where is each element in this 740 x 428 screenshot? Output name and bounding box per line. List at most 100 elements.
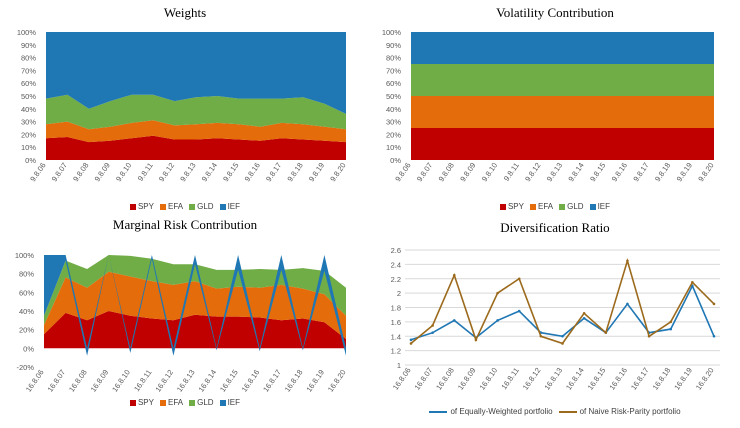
legend-label: SPY	[507, 202, 524, 211]
marginal-risk-chart: -20%0%20%40%60%80%100%16.8.06 16.8.07 16.8…	[15, 251, 348, 394]
weights-x-tick-label: 9.8.14	[200, 161, 219, 183]
legend-swatch	[529, 203, 536, 210]
diversification-ratio-y-tick-label: 1.2	[391, 347, 401, 356]
weights-x-tick-label: 9.8.20	[328, 161, 347, 183]
volatility-contribution-area-spy	[411, 128, 714, 160]
weights-x-tick-label: 9.8.09	[93, 161, 112, 183]
volatility-contribution-x-tick-label: 9.8.07	[415, 161, 434, 183]
volatility-contribution-x-tick-label: 9.8.09	[458, 161, 477, 183]
weights-x-tick-label: 9.8.17	[264, 161, 283, 183]
diversification-ratio-y-tick-label: 2.2	[391, 275, 401, 284]
legend-item-efa: EFA	[159, 398, 183, 407]
diversification-ratio-point	[431, 331, 434, 334]
diversification-ratio-point	[604, 331, 608, 334]
diversification-ratio-line-1	[410, 257, 715, 345]
diversification-ratio-point	[582, 316, 586, 320]
volatility-legend: SPY EFA GLD IEF	[370, 202, 740, 211]
weights-y-tick-label: 80%	[21, 54, 36, 63]
diversification-ratio-point	[626, 259, 629, 263]
legend-swatch	[429, 410, 448, 413]
diversification-ratio-point	[496, 291, 499, 295]
diversification-ratio-x-tick-label: 16.8.16	[607, 366, 629, 392]
volatility-contribution-y-tick-label: 90%	[386, 41, 401, 50]
legend-item-ief: IEF	[219, 398, 240, 407]
diversification-ratio-point	[409, 342, 413, 345]
marginal-risk-contribution-x-tick-label: 16.8.14	[196, 368, 218, 394]
legend-item-gld: GLD	[189, 202, 214, 211]
diversification-ratio-x-tick-label: 16.8.14	[564, 366, 586, 392]
diversification-title: Diversification Ratio	[500, 220, 610, 235]
weights-area-gld	[46, 94, 346, 130]
volatility-contribution-x-tick-label: 9.8.18	[653, 161, 672, 183]
marginal-risk-contribution-y-tick-label: 20%	[19, 326, 34, 335]
marginal-risk-contribution-x-tick-label: 16.8.09	[89, 368, 111, 394]
marginal-risk-contribution-y-tick-label: 80%	[19, 270, 34, 279]
diversification-ratio-point	[626, 302, 629, 306]
diversification-ratio-x-tick-label: 16.8.07	[413, 366, 435, 392]
legend-label: SPY	[137, 202, 154, 211]
volatility-contribution-y-tick-label: 50%	[386, 92, 401, 101]
legend-label: GLD	[197, 202, 214, 211]
volatility-contribution-y-tick-label: 10%	[386, 143, 401, 152]
marginal-risk-title: Marginal Risk Contribution	[112, 217, 258, 232]
volatility-contribution-x-tick-label: 9.8.08	[437, 161, 456, 183]
diversification-ratio-point	[712, 334, 716, 338]
diversification-ratio-point	[669, 320, 673, 324]
volatility-contribution-area-gld	[411, 64, 714, 96]
marginal-risk-contribution-y-tick-label: 100%	[15, 251, 35, 260]
volatility-contribution-y-tick-label: 100%	[382, 28, 402, 37]
diversification-ratio-point	[431, 324, 434, 327]
legend-item-efa: EFA	[159, 202, 184, 211]
diversification-chart: 11.21.41.61.822.22.42.616.8.06 16.8.07 16.…	[391, 246, 720, 392]
marginal-risk-panel: Marginal Risk Contribution -20% 0% 20% 40% 6…	[0, 215, 370, 425]
legend-label: IEF	[227, 202, 241, 211]
legend-label: EFA	[167, 202, 184, 211]
volatility-contribution-y-tick-label: 60%	[386, 79, 401, 88]
legend-item-efa: EFA	[529, 202, 553, 211]
volatility-contribution-y-tick-label: 40%	[386, 105, 401, 114]
marginal-risk-contribution-area-spy	[44, 311, 346, 349]
weights-area-ief	[46, 32, 346, 114]
diversification-ratio-x-tick-label: 16.8.20	[694, 366, 716, 392]
weights-chart: 0%10%20%30%40%50%60%70%80%90%100%9.8.06 9…	[17, 28, 348, 183]
volatility-contribution-x-tick-label: 9.8.12	[523, 161, 542, 183]
weights-y-tick-label: 0%	[25, 156, 36, 165]
legend-swatch	[219, 203, 226, 210]
weights-x-tick-label: 9.8.11	[136, 161, 155, 183]
weights-x-tick-label: 9.8.19	[307, 161, 326, 183]
marginal-risk-contribution-x-tick-label: 16.8.11	[132, 368, 153, 393]
legend-swatch	[499, 203, 506, 210]
volatility-contribution-x-tick-label: 9.8.16	[610, 161, 629, 183]
weights-x-tick-label: 9.8.16	[243, 161, 262, 183]
diversification-panel: Diversification Ratio 1 1.2 1.4 1.6 1.8 2 2.2 2…	[370, 215, 740, 425]
legend-item-spy: SPY	[129, 398, 154, 407]
legend-item-of-equally-weighted-portfolio: of Equally-Weighted portfolio	[429, 407, 553, 416]
marginal-risk-contribution-x-tick-label: 16.8.17	[261, 368, 283, 394]
diversification-ratio-point	[539, 334, 543, 338]
legend-swatch	[558, 410, 577, 413]
marginal-risk-contribution-x-tick-label: 16.8.07	[45, 368, 67, 394]
weights-y-tick-label: 60%	[21, 79, 36, 88]
legend-label: SPY	[137, 398, 154, 407]
legend-swatch	[129, 203, 136, 210]
weights-legend: SPY EFA GLD IEF	[0, 202, 370, 211]
diversification-ratio-x-tick-label: 16.8.06	[391, 366, 413, 392]
volatility-title: Volatility Contribution	[496, 5, 614, 20]
volatility-contribution-area-efa	[411, 96, 714, 128]
legend-item-gld: GLD	[189, 398, 214, 407]
diversification-ratio-x-tick-label: 16.8.08	[434, 366, 456, 392]
weights-y-tick-label: 90%	[21, 41, 36, 50]
diversification-ratio-x-tick-label: 16.8.15	[586, 366, 608, 392]
weights-x-tick-label: 9.8.10	[114, 161, 133, 183]
legend-label: IEF	[597, 202, 611, 211]
weights-y-tick-label: 100%	[17, 28, 37, 37]
volatility-contribution-area-ief	[411, 32, 714, 64]
legend-item-ief: IEF	[589, 202, 611, 211]
diversification-ratio-point	[452, 273, 456, 277]
marginal-risk-contribution-x-tick-label: 16.8.08	[67, 368, 89, 394]
diversification-ratio-point	[691, 284, 694, 288]
diversification-ratio-x-tick-label: 16.8.12	[521, 366, 543, 392]
diversification-ratio-point	[517, 309, 521, 313]
diversification-ratio-point	[452, 319, 456, 322]
weights-area-efa	[46, 120, 346, 143]
